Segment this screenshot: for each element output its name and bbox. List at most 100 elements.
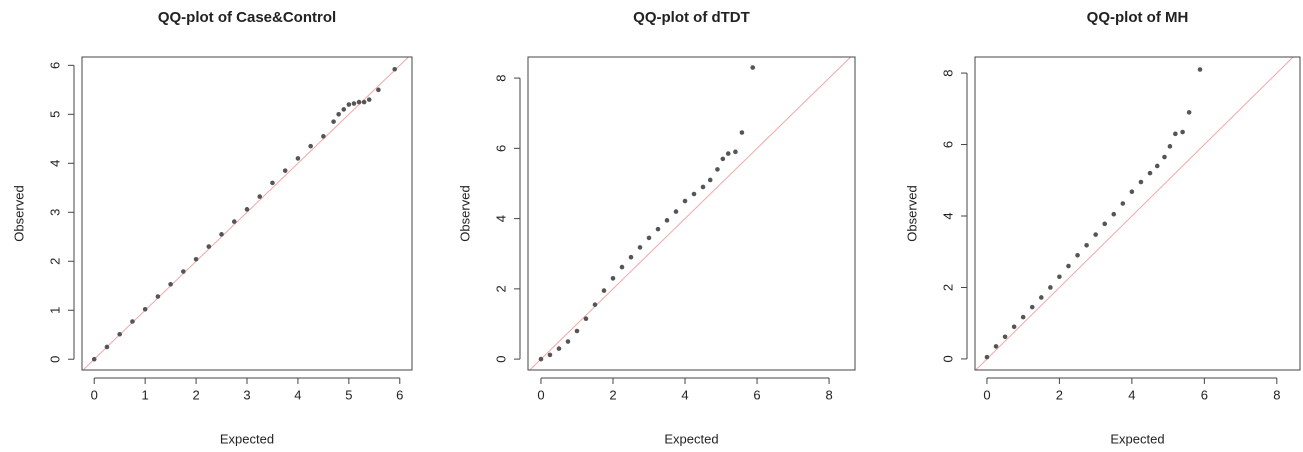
x-tick-label: 6: [1201, 387, 1208, 402]
x-tick-label: 2: [1056, 387, 1063, 402]
point: [720, 156, 726, 162]
point: [673, 209, 679, 214]
point: [117, 331, 122, 337]
x-tick-label: 2: [192, 387, 199, 402]
point: [1180, 129, 1185, 135]
point: [155, 294, 161, 299]
y-tick-label: 0: [493, 355, 508, 362]
point: [733, 149, 738, 155]
point: [308, 143, 313, 149]
x-tick-label: 4: [294, 387, 301, 402]
chart-title: QQ-plot of dTDT: [633, 9, 750, 26]
point: [1186, 110, 1192, 115]
point: [1162, 154, 1167, 160]
plot-frame: [974, 56, 1301, 371]
point: [1147, 170, 1153, 176]
point: [142, 306, 148, 312]
point: [231, 219, 237, 224]
point: [351, 101, 357, 106]
y-tick-label: 0: [47, 356, 62, 363]
point: [1011, 324, 1017, 330]
point: [366, 97, 372, 102]
point: [341, 107, 347, 112]
point: [750, 65, 756, 70]
point: [1138, 179, 1144, 185]
x-tick-label: 4: [681, 387, 688, 402]
point: [583, 316, 589, 322]
y-tick-label: 4: [493, 215, 508, 222]
reference-line: [82, 56, 409, 371]
point: [1197, 67, 1203, 72]
point: [1093, 232, 1098, 237]
point: [257, 194, 263, 199]
point: [1111, 211, 1117, 217]
point: [376, 87, 381, 93]
point: [739, 130, 745, 135]
point: [655, 226, 661, 232]
point: [331, 119, 336, 124]
point: [336, 112, 341, 117]
point: [707, 177, 713, 183]
point: [295, 156, 301, 161]
point: [547, 352, 553, 358]
point: [181, 269, 186, 274]
y-tick-label: 5: [47, 111, 62, 118]
x-tick-label: 2: [609, 387, 616, 402]
point: [346, 102, 352, 107]
point: [984, 354, 990, 360]
point: [104, 344, 110, 350]
point: [700, 184, 706, 190]
point: [1057, 274, 1062, 280]
point: [993, 344, 999, 349]
point: [628, 254, 634, 260]
point: [1173, 131, 1178, 137]
point: [664, 218, 670, 223]
point: [1129, 189, 1135, 195]
point: [1029, 304, 1035, 310]
point: [725, 151, 731, 156]
y-axis-label: Observed: [904, 185, 919, 241]
point: [91, 356, 97, 362]
point: [682, 198, 688, 204]
y-tick-label: 4: [940, 212, 955, 219]
y-axis-label: Observed: [457, 185, 472, 241]
point: [610, 276, 616, 281]
x-tick-label: 3: [243, 387, 250, 402]
point: [646, 235, 652, 241]
point: [244, 207, 250, 212]
point: [356, 99, 362, 105]
x-axis-label: Expected: [664, 431, 718, 446]
y-tick-label: 3: [47, 209, 62, 216]
point: [1039, 295, 1044, 300]
point: [1167, 144, 1173, 149]
y-tick-label: 2: [493, 285, 508, 292]
x-axis-label: Expected: [220, 431, 274, 446]
y-tick-label: 4: [47, 160, 62, 167]
point: [1020, 314, 1026, 320]
x-tick-label: 1: [142, 387, 149, 402]
chart-title: QQ-plot of Case&Control: [158, 9, 336, 26]
point: [1084, 243, 1089, 248]
point: [538, 356, 544, 362]
panel: QQ-plot of Case&Control 0 1 2 3 4 5 6 0 1 2 3 4 5 6 Exp…: [11, 9, 413, 446]
y-tick-label: 1: [47, 307, 62, 314]
y-tick-label: 8: [493, 74, 508, 81]
point: [1002, 334, 1008, 340]
point: [206, 244, 212, 249]
x-tick-label: 5: [345, 387, 352, 402]
point: [592, 302, 598, 307]
point: [1048, 285, 1053, 290]
y-axis-label: Observed: [11, 185, 26, 241]
plot-frame: [527, 56, 856, 371]
y-tick-label: 6: [493, 145, 508, 152]
y-tick-label: 6: [47, 62, 62, 69]
x-tick-label: 8: [1273, 387, 1280, 402]
point: [601, 288, 607, 293]
x-tick-label: 0: [983, 387, 990, 402]
point: [1120, 201, 1126, 206]
point: [1154, 163, 1160, 169]
panel: QQ-plot of dTDT 0 2 4 6 8 0 2 4 6 8 Expected Observe…: [457, 9, 856, 446]
reference-line: [529, 56, 852, 371]
y-tick-label: 0: [940, 355, 955, 362]
